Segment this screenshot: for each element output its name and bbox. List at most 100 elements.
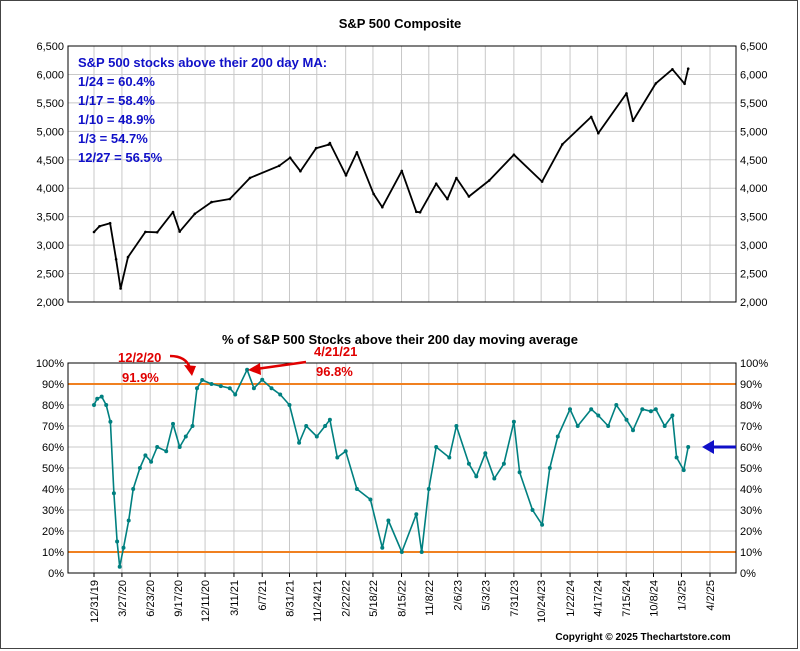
breadth-data-point (200, 378, 205, 382)
sp500-data-point (114, 258, 118, 261)
breadth-data-point (354, 487, 359, 491)
plot-border (67, 45, 737, 303)
sp500-data-point (314, 146, 318, 150)
sp500-data-point (372, 192, 375, 196)
breadth-data-point (108, 419, 113, 424)
breadth-data-point (606, 424, 611, 428)
sp500-data-point (683, 82, 686, 86)
y-tick-label-left: 6,000 (36, 69, 64, 81)
y-tick-label-right: 70% (740, 421, 762, 433)
sp500-data-point (228, 197, 232, 201)
x-tick-label: 3/27/20 (117, 580, 129, 617)
y-tick-label-right: 2,500 (740, 269, 768, 281)
y-tick-label-left: 0% (48, 568, 64, 580)
breadth-data-point (501, 461, 506, 466)
breadth-data-point (434, 445, 439, 449)
red-arrow-2020 (169, 354, 196, 376)
peak-2020-date: 12/2/20 (118, 350, 161, 365)
breadth-data-point (631, 428, 635, 433)
breadth-data-point (530, 508, 535, 512)
sp500-data-point (561, 143, 564, 146)
ma-annotation-line: 1/17 = 58.4% (78, 93, 155, 108)
sp500-data-point (248, 176, 252, 180)
sp500-data-point (355, 151, 359, 154)
red-arrow-2021 (248, 360, 307, 375)
sp500-data-point (328, 141, 332, 145)
breadth-data-point (111, 491, 116, 496)
sp500-data-point (400, 169, 404, 173)
sp500-data-point (625, 92, 628, 95)
breadth-data-point (662, 424, 667, 428)
sp500-data-point (381, 205, 384, 209)
x-tick-label: 6/7/21 (257, 580, 269, 611)
breadth-data-point (596, 413, 601, 418)
breadth-data-point (466, 461, 471, 466)
breadth-data-point (137, 466, 142, 470)
y-tick-label-left: 3,000 (36, 240, 64, 252)
sp500-data-point (178, 230, 181, 233)
peak-2021-date: 4/21/21 (314, 344, 357, 359)
x-tick-label: 12/31/19 (89, 580, 101, 623)
breadth-data-point (547, 466, 552, 470)
sp500-data-point (455, 176, 458, 180)
breadth-data-point (115, 539, 120, 544)
breadth-data-point (368, 497, 373, 502)
breadth-data-point (269, 386, 274, 391)
y-tick-label-right: 40% (740, 484, 762, 496)
breadth-data-point (380, 545, 385, 550)
breadth-data-point (155, 445, 160, 449)
y-tick-label-left: 6,500 (36, 41, 64, 53)
breadth-data-point (92, 403, 96, 407)
sp500-data-point (654, 82, 658, 85)
y-tick-label-right: 60% (740, 442, 762, 454)
x-tick-label: 8/31/21 (285, 580, 297, 617)
x-tick-label: 2/6/23 (453, 580, 465, 611)
breadth-data-point (149, 459, 154, 464)
y-tick-label-right: 4,000 (740, 183, 768, 195)
y-tick-label-right: 20% (740, 526, 762, 538)
breadth-data-point (190, 424, 195, 428)
breadth-data-point (386, 518, 391, 523)
breadth-data-point (335, 455, 340, 460)
breadth-data-point (399, 550, 404, 554)
breadth-data-point (653, 407, 658, 412)
x-tick-label: 5/3/23 (480, 580, 492, 611)
breadth-data-point (131, 487, 136, 491)
breadth-data-point (517, 470, 522, 475)
breadth-data-point (343, 449, 348, 454)
y-tick-label-right: 10% (740, 547, 762, 559)
y-tick-label-right: 100% (740, 358, 768, 370)
y-tick-label-right: 3,500 (740, 212, 768, 224)
breadth-data-point (304, 424, 309, 428)
breadth-data-point (327, 417, 332, 422)
sp500-data-point (144, 230, 147, 234)
breadth-data-point (568, 407, 572, 412)
sp500-data-point (299, 169, 302, 173)
sp500-data-point (512, 153, 516, 156)
breadth-data-point (183, 434, 188, 439)
breadth-data-point (287, 403, 292, 407)
x-tick-label: 11/24/21 (312, 580, 324, 622)
x-tick-label: 4/2/25 (705, 580, 717, 611)
breadth-data-point (121, 545, 126, 550)
sp500-data-point (686, 67, 690, 70)
breadth-data-point (492, 476, 497, 481)
y-tick-label-left: 10% (42, 547, 64, 559)
y-tick-label-left: 90% (42, 379, 64, 391)
y-tick-label-right: 5,000 (740, 126, 768, 138)
sp500-data-point (467, 195, 471, 198)
breadth-data-point (614, 403, 619, 407)
breadth-data-point (143, 453, 148, 458)
sp500-data-point (631, 119, 635, 123)
breadth-data-point (624, 417, 629, 422)
breadth-data-point (195, 386, 199, 391)
x-tick-label: 7/15/24 (621, 580, 633, 617)
y-tick-label-left: 60% (42, 442, 64, 454)
breadth-data-point (99, 394, 104, 399)
blue-arrow-latest (702, 440, 736, 454)
breadth-data-point (414, 512, 419, 517)
breadth-data-point (474, 474, 479, 479)
breadth-data-point (245, 367, 250, 372)
breadth-data-point (251, 386, 256, 391)
